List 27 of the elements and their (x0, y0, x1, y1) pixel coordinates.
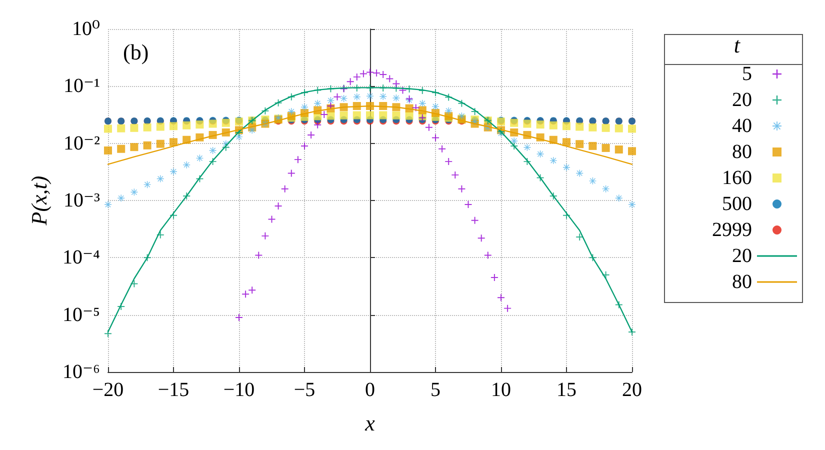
legend-label: 2999 (712, 219, 752, 241)
legend-label: 20 (732, 245, 752, 267)
y-tick-label: 10⁻¹ (63, 75, 100, 98)
legend-label: 80 (732, 271, 752, 293)
legend-label: 500 (722, 193, 752, 215)
y-tick-label: 10⁻² (63, 132, 100, 154)
x-tick-label: −10 (223, 379, 255, 401)
x-tick-label: 10 (491, 379, 511, 401)
y-tick-label: 10⁰ (72, 18, 100, 40)
annotation: (b) (123, 40, 149, 64)
y-tick-label: 10⁻³ (63, 190, 100, 212)
x-axis-title: x (364, 410, 376, 436)
y-axis-title: P(x,t) (26, 176, 52, 226)
legend-label: 20 (732, 89, 752, 111)
legend-label: 40 (732, 115, 752, 137)
x-tick-label: 5 (430, 379, 440, 401)
x-tick-label: −5 (294, 379, 316, 401)
legend-label: 160 (722, 167, 752, 189)
legend-label: 80 (732, 141, 752, 163)
x-tick-label: 0 (365, 379, 375, 401)
legend-label: 5 (742, 63, 752, 85)
legend-title: t (734, 32, 741, 58)
y-tick-label: 10⁻⁵ (62, 304, 100, 326)
y-tick-label: 10⁻⁴ (62, 246, 100, 269)
x-tick-label: 20 (622, 379, 642, 401)
x-tick-label: −15 (158, 379, 190, 401)
x-tick-label: 15 (556, 379, 576, 401)
